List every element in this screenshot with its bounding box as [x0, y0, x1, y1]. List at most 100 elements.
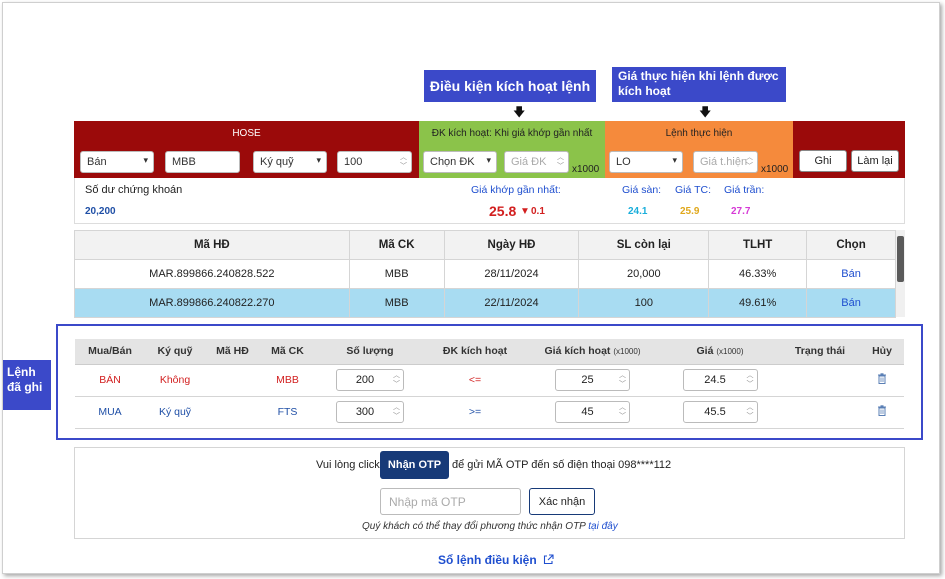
stepper-arrows-icon[interactable]: ︿ ﹀ [557, 154, 564, 170]
contracts-table: Mã HĐ Mã CK Ngày HĐ SL còn lại TLHT Chọn… [74, 230, 896, 318]
scrollbar-thumb[interactable] [897, 236, 904, 282]
stepper-arrows-icon[interactable]: ︿ ﹀ [619, 404, 626, 420]
sell-link[interactable]: Bán [806, 259, 896, 289]
order-side: BÁN [75, 364, 145, 397]
stepper-arrows-icon[interactable]: ︿ ﹀ [400, 154, 407, 170]
price-unit: (x1000) [716, 347, 744, 357]
conditional-orders-link[interactable]: Sổ lệnh điều kiện [438, 553, 554, 567]
contract-date: 28/11/2024 [443, 259, 580, 289]
arrow-down-icon: 🡇 [699, 105, 712, 119]
order-cancel-cell [860, 364, 904, 397]
confirm-button[interactable]: Xác nhận [529, 488, 595, 515]
external-link-icon [543, 554, 554, 565]
trigger-price-value: 25 [581, 374, 594, 386]
price-stepper[interactable]: 24.5 ︿ ﹀ [682, 369, 758, 391]
col-contract-id: Mã HĐ [74, 230, 350, 260]
trigger-price-stepper[interactable]: 45 ︿ ﹀ [555, 401, 630, 423]
chevron-down-icon: ▾ [486, 155, 491, 165]
otp-change-link[interactable]: tại đây [588, 521, 618, 532]
callout-trigger-condition: Điều kiện kích hoạt lệnh [424, 70, 596, 102]
otp-input[interactable]: Nhập mã OTP [380, 488, 521, 515]
contract-id: MAR.899866.240822.270 [74, 288, 350, 318]
order-account: Không [145, 364, 205, 397]
trigger-price-header: Giá kích hoạt [544, 345, 611, 358]
ref-label: Giá TC: [675, 184, 711, 196]
col-cancel: Hủy [860, 339, 904, 365]
last-price-value: 25.8 [489, 203, 517, 219]
quantity-stepper[interactable]: 100 ︿ ﹀ [337, 151, 412, 173]
stepper-arrows-icon[interactable]: ︿ ﹀ [746, 404, 754, 420]
reset-button[interactable]: Làm lại [851, 150, 899, 172]
exchange-title: HOSE [232, 128, 261, 139]
stepper-arrows-icon[interactable]: ︿ ﹀ [746, 154, 753, 170]
otp-prefix: Vui lòng click [316, 459, 380, 471]
price-value: 45.5 [704, 406, 726, 418]
contract-symbol: MBB [348, 288, 445, 318]
order-symbol: FTS [260, 396, 315, 429]
order-contract [205, 396, 260, 429]
price-stepper[interactable]: 45.5 ︿ ﹀ [682, 401, 758, 423]
stepper-arrows-icon[interactable]: ︿ ﹀ [619, 372, 626, 388]
order-status [780, 396, 860, 429]
table-row[interactable]: MAR.899866.240822.270 MBB 22/11/2024 100… [74, 288, 896, 318]
trash-icon[interactable] [877, 405, 887, 416]
trash-icon[interactable] [877, 373, 887, 384]
order-account: Ký quỹ [145, 396, 205, 429]
table-header-row: Mua/Bán Ký quỹ Mã HĐ Mã CK Số lượng ĐK k… [75, 339, 904, 365]
exec-price-placeholder: Giá t.hiện [700, 156, 748, 168]
ceil-value: 27.7 [731, 206, 751, 217]
quantity-stepper[interactable]: 200 ︿ ﹀ [336, 369, 404, 391]
multiplier-label: x1000 [761, 164, 789, 175]
exchange-section: HOSE Bán ▾ MBB Ký quỹ ▾ 100 ︿ ﹀ [74, 121, 419, 178]
action-section: Ghi Làm lại [793, 121, 905, 178]
get-otp-button[interactable]: Nhận OTP [380, 451, 449, 479]
price-value: 24.5 [704, 374, 726, 386]
sell-link[interactable]: Bán [806, 288, 896, 318]
account-type-select[interactable]: Ký quỹ ▾ [253, 151, 327, 173]
symbol-input[interactable]: MBB [165, 151, 240, 173]
col-date: Ngày HĐ [443, 230, 580, 260]
order-condition: >= [425, 396, 525, 429]
saved-orders-highlight [56, 324, 923, 440]
order-type-select[interactable]: LO ▾ [609, 151, 683, 173]
exec-price-input[interactable]: Giá t.hiện ︿ ﹀ [693, 151, 758, 173]
order-side: MUA [75, 396, 145, 429]
side-select[interactable]: Bán ▾ [80, 151, 154, 173]
order-quantity-cell: 200 ︿ ﹀ [315, 364, 425, 397]
table-row: MUA Ký quỹ FTS 300 ︿ ﹀ >= 45 ︿ ﹀ 45.5 ︿ ﹀ [75, 396, 904, 429]
contract-remaining: 20,000 [578, 259, 710, 289]
trigger-price-input[interactable]: Giá ĐK ︿ ﹀ [504, 151, 569, 173]
ref-value: 25.9 [680, 206, 700, 217]
trigger-section: ĐK kích hoạt: Khi giá khớp gần nhất Chọn… [419, 121, 605, 178]
info-row [74, 178, 905, 224]
otp-panel [74, 447, 905, 539]
order-trigger-cell: 45 ︿ ﹀ [525, 396, 660, 429]
order-status [780, 364, 860, 397]
contract-id: MAR.899866.240828.522 [74, 259, 350, 289]
contract-symbol: MBB [348, 259, 445, 289]
col-symbol: Mã CK [348, 230, 445, 260]
trigger-condition-value: Chọn ĐK [430, 156, 475, 168]
floor-label: Giá sàn: [622, 184, 662, 196]
col-trigger-price: Giá kích hoạt (x1000) [525, 339, 660, 365]
stepper-arrows-icon[interactable]: ︿ ﹀ [393, 372, 400, 388]
col-ratio: TLHT [708, 230, 808, 260]
balance-value: 20,200 [85, 206, 116, 217]
order-price-cell: 45.5 ︿ ﹀ [660, 396, 780, 429]
floor-value: 24.1 [628, 206, 648, 217]
trigger-condition-select[interactable]: Chọn ĐK ▾ [423, 151, 497, 173]
chevron-down-icon: ▾ [316, 155, 321, 165]
saved-orders-table: Mua/Bán Ký quỹ Mã HĐ Mã CK Số lượng ĐK k… [75, 339, 904, 429]
stepper-arrows-icon[interactable]: ︿ ﹀ [746, 372, 754, 388]
order-type-value: LO [616, 156, 631, 168]
order-trigger-cell: 25 ︿ ﹀ [525, 364, 660, 397]
quantity-stepper[interactable]: 300 ︿ ﹀ [336, 401, 404, 423]
stepper-arrows-icon[interactable]: ︿ ﹀ [393, 404, 400, 420]
multiplier-label: x1000 [572, 164, 600, 175]
col-select: Chọn [806, 230, 896, 260]
table-row[interactable]: MAR.899866.240828.522 MBB 28/11/2024 20,… [74, 259, 896, 289]
quantity-value: 100 [344, 156, 363, 168]
trigger-price-stepper[interactable]: 25 ︿ ﹀ [555, 369, 630, 391]
otp-suffix: để gửi MÃ OTP đến số điện thoại 098****1… [452, 459, 672, 471]
save-button[interactable]: Ghi [799, 150, 847, 172]
